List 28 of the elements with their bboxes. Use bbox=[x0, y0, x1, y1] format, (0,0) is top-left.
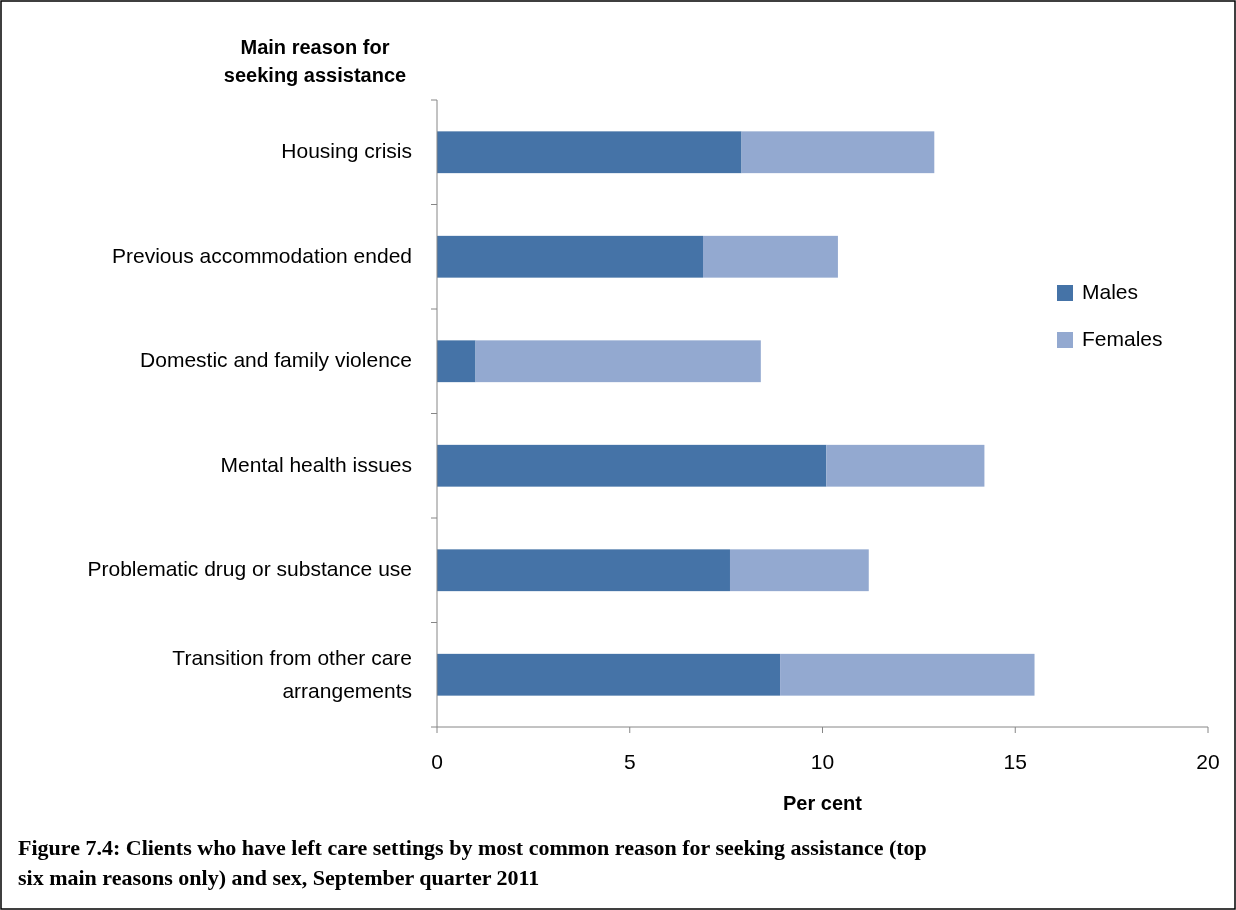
y-tick-label: Transition from other care arrangements bbox=[172, 645, 412, 702]
y-tick-label: Mental health issues bbox=[220, 452, 412, 476]
bar bbox=[437, 549, 730, 592]
bar bbox=[437, 653, 781, 696]
bar bbox=[741, 131, 935, 174]
bar bbox=[437, 340, 476, 383]
x-axis-title: Per cent bbox=[783, 792, 863, 814]
y-tick-label: Domestic and family violence bbox=[140, 347, 412, 371]
x-tick-label: 15 bbox=[1003, 750, 1027, 773]
bar bbox=[780, 653, 1035, 696]
bar bbox=[437, 444, 827, 487]
bar bbox=[437, 235, 703, 278]
bar bbox=[703, 235, 838, 278]
x-tick-label: 20 bbox=[1196, 750, 1220, 773]
bar bbox=[437, 131, 742, 174]
x-tick-label: 10 bbox=[810, 750, 835, 773]
x-tick-label: 0 bbox=[431, 750, 443, 773]
legend-label: Males bbox=[1082, 279, 1139, 303]
text: Figure 7.4: Clients who have left care settings by most common reason for seeking assistance (top six main reasons only) and sex, September quarter 2011 bbox=[18, 835, 927, 890]
bar bbox=[475, 340, 761, 383]
y-tick-label: Previous accommodation ended bbox=[111, 243, 412, 267]
legend-label: Females bbox=[1082, 326, 1163, 350]
y-tick-label: Problematic drug or substance use bbox=[87, 556, 412, 580]
x-tick-label: 5 bbox=[623, 750, 636, 773]
bar bbox=[729, 549, 869, 592]
y-axis-title: Main reason for seeking assistance bbox=[223, 36, 407, 86]
y-tick-label: Housing crisis bbox=[281, 138, 412, 162]
bar bbox=[826, 444, 985, 487]
